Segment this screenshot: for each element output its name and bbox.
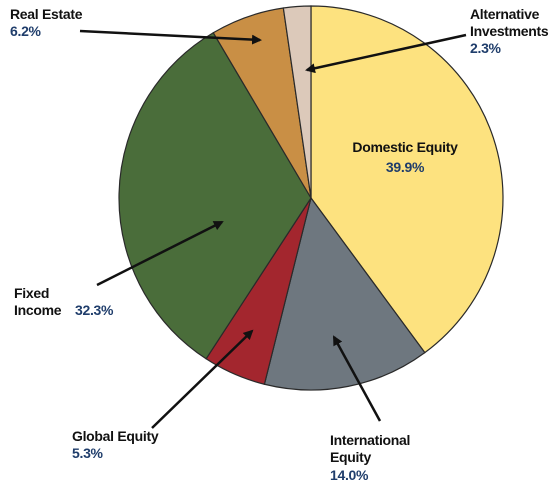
value-label: 2.3% [470,40,501,56]
category-label: Real Estate [10,6,83,22]
category-label: International Equity [330,432,411,465]
arrow [79,29,262,45]
value-label: 6.2% [10,23,41,39]
value-label: 14.0% [330,467,369,483]
pie-slice [263,196,426,391]
category-label: Alternative Investments [470,6,549,39]
category-label: Global Equity [72,428,159,444]
arrow [96,220,224,287]
value-label: 5.3% [72,445,103,461]
pie-slice [310,5,504,354]
value-label: 39.9% [385,159,425,175]
category-label: Domestic Equity [352,139,458,155]
arrow [332,335,382,422]
value-label: 32.3% [75,302,114,318]
arrow [151,329,254,429]
category-label: Fixed Income [14,285,62,318]
pie-slice [282,5,312,199]
arrow [305,33,467,74]
pie-slice [118,31,312,360]
